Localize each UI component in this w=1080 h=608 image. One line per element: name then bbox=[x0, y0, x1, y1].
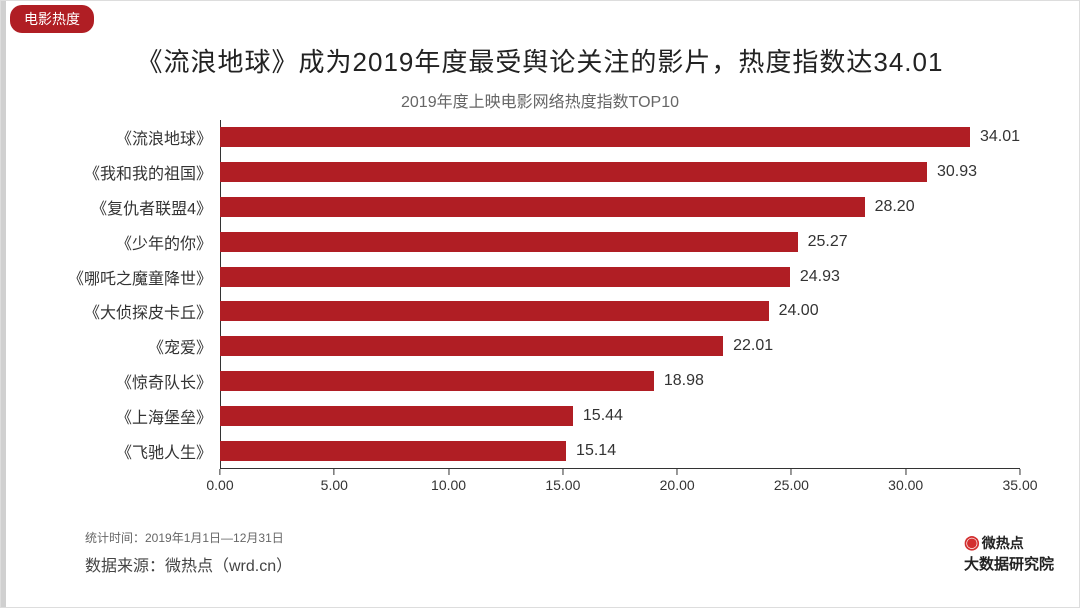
eye-icon: ◉ bbox=[964, 532, 980, 553]
bar-area: 22.01 bbox=[220, 330, 1020, 362]
bar bbox=[220, 127, 970, 147]
tick-mark bbox=[220, 469, 221, 475]
axis-tick: 35.00 bbox=[1002, 469, 1037, 493]
axis-tick: 10.00 bbox=[431, 469, 466, 493]
bar-value: 15.14 bbox=[576, 442, 616, 460]
bar bbox=[220, 267, 790, 287]
bar-area: 24.93 bbox=[220, 261, 1020, 293]
tick-label: 25.00 bbox=[774, 477, 809, 493]
tick-label: 15.00 bbox=[545, 477, 580, 493]
bar-label: 《少年的你》 bbox=[40, 230, 220, 254]
tick-mark bbox=[562, 469, 563, 475]
tick-mark bbox=[677, 469, 678, 475]
tick-mark bbox=[905, 469, 906, 475]
tick-mark bbox=[334, 469, 335, 475]
bar-row: 《复仇者联盟4》 28.20 bbox=[40, 191, 1020, 223]
tick-mark bbox=[1019, 469, 1020, 475]
bar-area: 30.93 bbox=[220, 156, 1020, 188]
bar-area: 24.00 bbox=[220, 295, 1020, 327]
brand-bottom: 大数据研究院 bbox=[964, 553, 1054, 574]
bar bbox=[220, 371, 654, 391]
bar bbox=[220, 197, 865, 217]
chart-subtitle: 2019年度上映电影网络热度指数TOP10 bbox=[0, 88, 1080, 112]
bar-value: 25.27 bbox=[808, 233, 848, 251]
bar-row: 《大侦探皮卡丘》 24.00 bbox=[40, 295, 1020, 327]
bar-row: 《少年的你》 25.27 bbox=[40, 226, 1020, 258]
bar-row: 《哪吒之魔童降世》 24.93 bbox=[40, 261, 1020, 293]
tick-mark bbox=[791, 469, 792, 475]
axis-tick: 15.00 bbox=[545, 469, 580, 493]
bar bbox=[220, 162, 927, 182]
axis-tick: 5.00 bbox=[321, 469, 348, 493]
bar-row: 《流浪地球》 34.01 bbox=[40, 121, 1020, 153]
brand-top-text: 微热点 bbox=[982, 533, 1024, 553]
bar-value: 15.44 bbox=[583, 407, 623, 425]
brand-logo: ◉ 微热点 大数据研究院 bbox=[964, 532, 1054, 574]
bar-chart: 《流浪地球》 34.01 《我和我的祖国》 30.93 《复仇者联盟4》 28.20 《少年… bbox=[40, 120, 1020, 498]
bar-row: 《惊奇队长》 18.98 bbox=[40, 365, 1020, 397]
stat-time: 统计时间：2019年1月1日—12月31日 bbox=[85, 529, 284, 546]
bar bbox=[220, 336, 723, 356]
bar-row: 《上海堡垒》 15.44 bbox=[40, 400, 1020, 432]
bar bbox=[220, 441, 566, 461]
bar-value: 24.93 bbox=[800, 268, 840, 286]
brand-top: ◉ 微热点 bbox=[964, 532, 1054, 553]
tick-label: 0.00 bbox=[206, 477, 233, 493]
bar-label: 《上海堡垒》 bbox=[40, 404, 220, 428]
tick-label: 20.00 bbox=[660, 477, 695, 493]
tick-label: 5.00 bbox=[321, 477, 348, 493]
bar-area: 15.44 bbox=[220, 400, 1020, 432]
x-axis: 0.005.0010.0015.0020.0025.0030.0035.00 bbox=[220, 468, 1020, 498]
bar-value: 34.01 bbox=[980, 128, 1020, 146]
bar-row: 《飞驰人生》 15.14 bbox=[40, 435, 1020, 467]
tick-mark bbox=[448, 469, 449, 475]
bar bbox=[220, 406, 573, 426]
bar-row: 《宠爱》 22.01 bbox=[40, 330, 1020, 362]
tick-label: 35.00 bbox=[1002, 477, 1037, 493]
bar-value: 30.93 bbox=[937, 163, 977, 181]
bar-area: 28.20 bbox=[220, 191, 1020, 223]
bar-area: 25.27 bbox=[220, 226, 1020, 258]
tick-label: 30.00 bbox=[888, 477, 923, 493]
axis-tick: 30.00 bbox=[888, 469, 923, 493]
data-source: 数据来源：微热点（wrd.cn） bbox=[85, 552, 292, 576]
axis-tick: 25.00 bbox=[774, 469, 809, 493]
bar-label: 《我和我的祖国》 bbox=[40, 160, 220, 184]
axis-tick: 20.00 bbox=[660, 469, 695, 493]
bar-row: 《我和我的祖国》 30.93 bbox=[40, 156, 1020, 188]
bar-label: 《大侦探皮卡丘》 bbox=[40, 299, 220, 323]
bar-area: 18.98 bbox=[220, 365, 1020, 397]
bar-label: 《复仇者联盟4》 bbox=[40, 195, 220, 219]
bar-area: 34.01 bbox=[220, 121, 1020, 153]
bar-label: 《流浪地球》 bbox=[40, 125, 220, 149]
bar-value: 18.98 bbox=[664, 372, 704, 390]
bar-value: 28.20 bbox=[875, 198, 915, 216]
bar-value: 22.01 bbox=[733, 337, 773, 355]
bar-label: 《哪吒之魔童降世》 bbox=[40, 265, 220, 289]
bar-value: 24.00 bbox=[779, 302, 819, 320]
bar-label: 《惊奇队长》 bbox=[40, 369, 220, 393]
bar-area: 15.14 bbox=[220, 435, 1020, 467]
chart-rows: 《流浪地球》 34.01 《我和我的祖国》 30.93 《复仇者联盟4》 28.20 《少年… bbox=[40, 120, 1020, 468]
bar bbox=[220, 232, 798, 252]
bar-label: 《宠爱》 bbox=[40, 334, 220, 358]
bar-label: 《飞驰人生》 bbox=[40, 439, 220, 463]
axis-tick: 0.00 bbox=[206, 469, 233, 493]
tick-label: 10.00 bbox=[431, 477, 466, 493]
bar bbox=[220, 301, 769, 321]
page-title: 《流浪地球》成为2019年度最受舆论关注的影片，热度指数达34.01 bbox=[0, 42, 1080, 79]
category-tag: 电影热度 bbox=[10, 5, 94, 33]
